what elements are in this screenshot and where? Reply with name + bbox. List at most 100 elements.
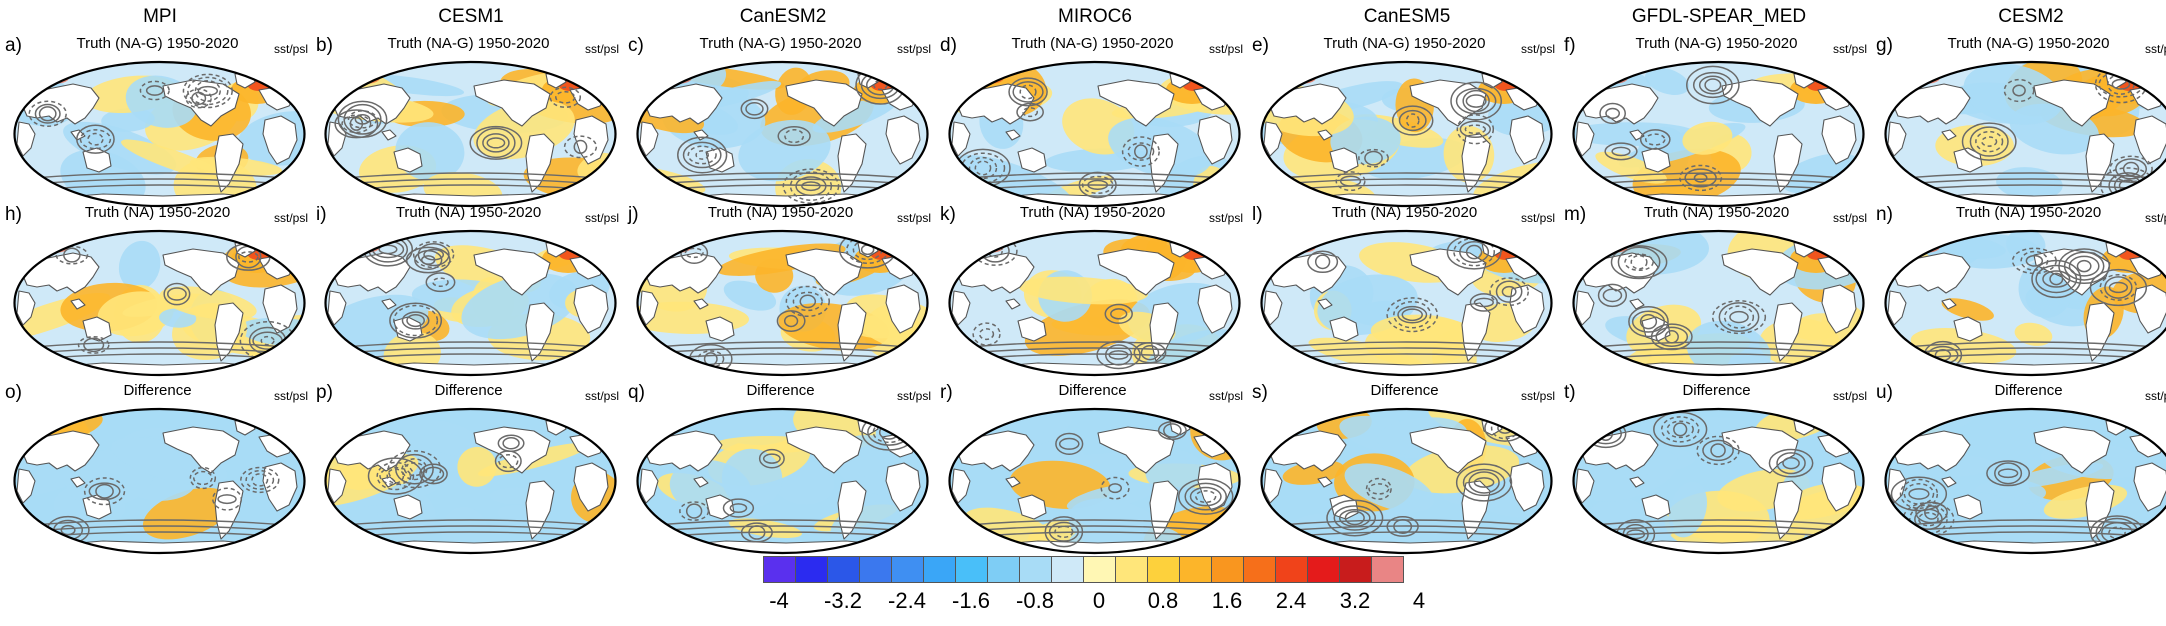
pressure-contour — [1189, 486, 1222, 507]
pressure-contour — [1903, 525, 2158, 532]
pressure-contour — [1591, 172, 1846, 179]
continent-outline — [525, 480, 555, 540]
pressure-contour — [419, 463, 448, 485]
pressure-contour — [1157, 420, 1187, 441]
map-panel: n) Truth (NA) 1950-2020 sst/psl — [1876, 204, 2166, 379]
warm-anomaly — [2014, 322, 2053, 346]
pressure-contour — [217, 494, 237, 505]
pressure-contour — [1333, 505, 1376, 531]
pressure-contour — [1058, 437, 1080, 450]
pressure-contour — [1455, 87, 1497, 115]
continent-outline — [2085, 133, 2115, 193]
pressure-contour — [343, 519, 598, 526]
pressure-contour — [1639, 313, 1658, 330]
map-panel: k) Truth (NA) 1950-2020 sst/psl — [940, 204, 1245, 379]
pressure-contour — [1456, 114, 1495, 145]
pressure-contour — [1108, 483, 1123, 494]
pressure-contour — [1702, 439, 1734, 462]
cool-anomaly — [1618, 416, 1746, 441]
robinson-map — [948, 407, 1241, 555]
colorbar-swatch — [1339, 556, 1372, 583]
pressure-contour — [1994, 462, 2023, 485]
map-panel: g) Truth (NA-G) 1950-2020 sst/psl — [1876, 35, 2166, 210]
panel-variable-tag: sst/psl — [1832, 389, 1867, 403]
pressure-contour — [1903, 341, 2158, 348]
panel-variable-tag: sst/psl — [1208, 42, 1243, 56]
map-field — [325, 409, 616, 553]
continent-outline — [1461, 133, 1491, 193]
pressure-contour — [758, 448, 785, 469]
pressure-contour — [1397, 305, 1428, 324]
continent-outline — [1097, 426, 1175, 474]
map-frame — [636, 60, 929, 208]
continent-outline — [1197, 462, 1233, 512]
continent-outline — [1017, 494, 1047, 520]
pressure-contour — [655, 347, 910, 354]
pressure-contour — [401, 311, 430, 330]
pressure-contour — [1630, 254, 1648, 270]
pressure-contour — [729, 503, 748, 514]
panel-title: Truth (NA) 1950-2020 — [1019, 204, 1166, 221]
continent-outline — [1773, 302, 1803, 362]
panel-title: Difference — [434, 382, 503, 399]
arctic-hot-anomaly — [37, 72, 69, 84]
pressure-contour — [1723, 305, 1755, 329]
colorbar-tick-label: -2.4 — [888, 588, 926, 613]
robinson-map — [948, 229, 1241, 377]
pressure-contour — [334, 109, 379, 139]
pressure-contour — [1134, 144, 1148, 159]
pressure-contour — [655, 178, 910, 185]
pressure-contour — [251, 473, 269, 487]
pressure-contour — [1631, 310, 1666, 333]
panel-letter: n) — [1876, 204, 1893, 225]
continent-outline — [1005, 476, 1021, 488]
map-panel: c) Truth (NA-G) 1950-2020 sst/psl — [628, 35, 933, 210]
panel-title: Difference — [123, 382, 192, 399]
continent-outline — [1721, 248, 1799, 296]
pressure-contour — [83, 477, 126, 506]
pressure-contour — [1468, 471, 1500, 494]
continent-outline — [381, 129, 397, 141]
continent-outline — [2033, 426, 2111, 474]
continent-outline — [1149, 480, 1179, 540]
pressure-contour — [1591, 347, 1846, 354]
pressure-contour — [32, 519, 287, 526]
map-frame — [1884, 407, 2166, 555]
map-panel: r) Difference sst/psl — [940, 382, 1245, 557]
panel-variable-tag: sst/psl — [1208, 211, 1243, 225]
pressure-contour — [1591, 341, 1846, 348]
panel-variable-tag: sst/psl — [896, 211, 931, 225]
continent-outline — [1197, 284, 1233, 334]
pressure-contour — [95, 483, 114, 499]
pressure-contour — [469, 125, 523, 160]
cool-anomaly — [118, 240, 161, 291]
pressure-contour — [1401, 308, 1423, 322]
pressure-contour — [260, 335, 275, 346]
continent-outline — [1197, 115, 1233, 165]
pressure-contour — [1981, 136, 1998, 147]
colorbar-swatch — [1051, 556, 1084, 583]
panel-title: Truth (NA) 1950-2020 — [707, 204, 854, 221]
map-field — [1573, 231, 1864, 375]
pressure-contour — [32, 341, 287, 348]
continent-outline — [162, 426, 240, 474]
model-title: GFDL-SPEAR_MED — [1631, 6, 1807, 27]
pressure-contour — [193, 470, 213, 486]
continent-outline — [2033, 79, 2111, 127]
pressure-contour — [1673, 422, 1688, 437]
map-field — [949, 231, 1240, 375]
arctic-hot-anomaly — [1596, 241, 1628, 253]
pressure-contour — [1279, 347, 1534, 354]
robinson-map — [324, 229, 617, 377]
pressure-contour — [1903, 172, 2158, 179]
continent-outline — [885, 462, 921, 512]
warm-anomaly — [728, 518, 802, 539]
colorbar-tick-label: 2.4 — [1275, 588, 1307, 613]
continent-outline — [785, 426, 863, 474]
warm-anomaly — [1018, 276, 1149, 305]
continent-outline — [70, 298, 86, 310]
continent-outline — [2133, 115, 2166, 165]
map-frame — [1260, 407, 1553, 555]
panel-variable-tag: sst/psl — [1520, 42, 1555, 56]
